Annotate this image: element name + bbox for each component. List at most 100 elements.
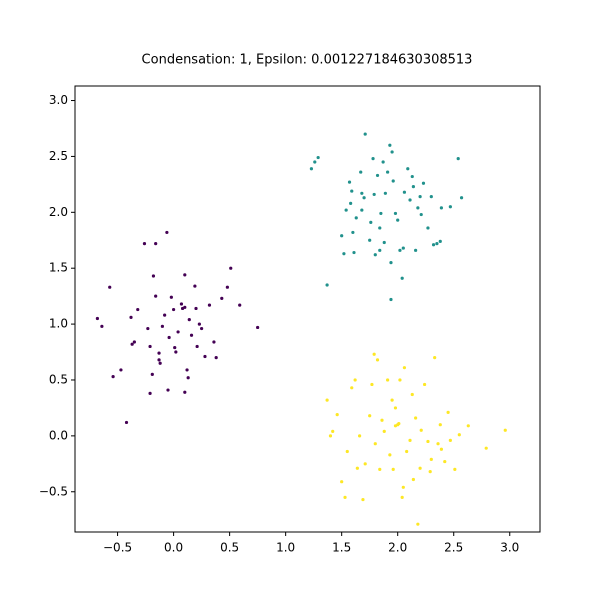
point (174, 350, 178, 354)
point (157, 351, 161, 355)
x-tick-label: 3.0 (500, 541, 519, 555)
point (388, 453, 392, 457)
point (160, 324, 164, 328)
point (375, 173, 380, 178)
point (100, 324, 104, 328)
point (148, 344, 152, 349)
point (172, 307, 176, 312)
y-tick-label: 1.0 (49, 317, 68, 331)
point (408, 438, 412, 442)
point (328, 434, 333, 438)
point (400, 495, 404, 499)
point (418, 466, 422, 470)
point (448, 438, 452, 442)
point (421, 181, 426, 185)
point (325, 398, 329, 402)
point (129, 315, 133, 319)
point (389, 261, 393, 265)
point (316, 155, 320, 160)
point (203, 354, 207, 359)
point (390, 398, 394, 402)
point (154, 294, 158, 298)
y-tick-label: 2.0 (49, 205, 68, 219)
x-tick-label: 2.0 (388, 541, 407, 555)
point (212, 340, 216, 344)
point (368, 414, 372, 418)
point (200, 326, 204, 331)
point (396, 218, 400, 222)
point (378, 467, 382, 472)
x-tick-label: −0.5 (103, 541, 132, 555)
point (187, 318, 191, 322)
point (179, 302, 184, 306)
point (371, 157, 375, 161)
point (453, 467, 457, 472)
point (410, 174, 414, 179)
point (368, 238, 372, 242)
point (393, 424, 398, 428)
point (189, 333, 194, 337)
point (130, 342, 134, 346)
point (406, 167, 410, 171)
point (380, 418, 384, 422)
point (466, 424, 470, 428)
point (325, 283, 329, 287)
point (414, 416, 418, 420)
point (401, 485, 405, 489)
point (393, 211, 398, 216)
point (397, 421, 401, 426)
point (151, 274, 156, 278)
point (422, 382, 427, 387)
point (431, 243, 436, 247)
point (363, 462, 367, 466)
point (402, 190, 407, 194)
point (419, 428, 423, 432)
y-tick-label: −0.5 (39, 484, 68, 498)
point (372, 192, 376, 197)
point (355, 466, 359, 470)
point (369, 220, 373, 224)
point (225, 285, 229, 289)
point (372, 352, 376, 356)
point (363, 132, 367, 136)
point (195, 344, 199, 349)
chart-title: Condensation: 1, Epsilon: 0.001227184630… (142, 53, 473, 68)
point (146, 326, 150, 331)
point (429, 457, 433, 461)
point (165, 230, 169, 235)
point (360, 208, 364, 212)
point (435, 242, 439, 246)
x-tick-label: 0.5 (220, 541, 239, 555)
point (173, 345, 177, 350)
point (438, 239, 442, 243)
point (176, 330, 180, 334)
point (457, 433, 461, 437)
point (186, 376, 190, 380)
point (351, 230, 355, 235)
point (194, 306, 198, 311)
point (360, 191, 364, 195)
point (388, 143, 392, 147)
point (410, 392, 414, 397)
point (309, 167, 314, 171)
point (484, 446, 488, 450)
point (340, 480, 344, 484)
point (408, 198, 412, 202)
point (342, 252, 346, 256)
x-tick-label: 1.5 (332, 541, 351, 555)
point (119, 368, 123, 372)
point (439, 447, 443, 451)
point (398, 248, 402, 252)
point (370, 382, 374, 387)
point (414, 248, 418, 252)
point (382, 240, 386, 245)
point (426, 226, 430, 230)
point (362, 196, 366, 200)
point (154, 242, 158, 246)
point (400, 276, 404, 280)
point (150, 372, 154, 376)
point (405, 449, 409, 454)
point (167, 335, 171, 340)
point (373, 442, 377, 446)
